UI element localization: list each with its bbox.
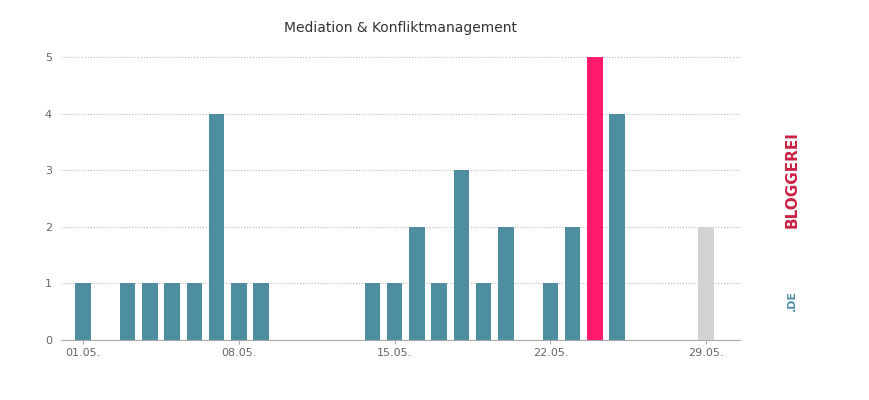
Bar: [164, 283, 180, 340]
Bar: [587, 57, 602, 340]
Bar: [698, 227, 713, 340]
Bar: [608, 114, 624, 340]
Bar: [76, 283, 91, 340]
Bar: [142, 283, 157, 340]
Bar: [498, 227, 513, 340]
Bar: [253, 283, 269, 340]
Text: BLOGGEREI: BLOGGEREI: [783, 132, 799, 228]
Bar: [209, 114, 224, 340]
Bar: [120, 283, 136, 340]
Bar: [408, 227, 424, 340]
Bar: [453, 170, 468, 340]
Bar: [475, 283, 491, 340]
Bar: [364, 283, 380, 340]
Bar: [542, 283, 558, 340]
Bar: [231, 283, 247, 340]
Text: .DE: .DE: [786, 290, 796, 310]
Title: Mediation & Konfliktmanagement: Mediation & Konfliktmanagement: [283, 21, 516, 35]
Bar: [186, 283, 202, 340]
Bar: [387, 283, 402, 340]
Bar: [564, 227, 580, 340]
Bar: [431, 283, 447, 340]
